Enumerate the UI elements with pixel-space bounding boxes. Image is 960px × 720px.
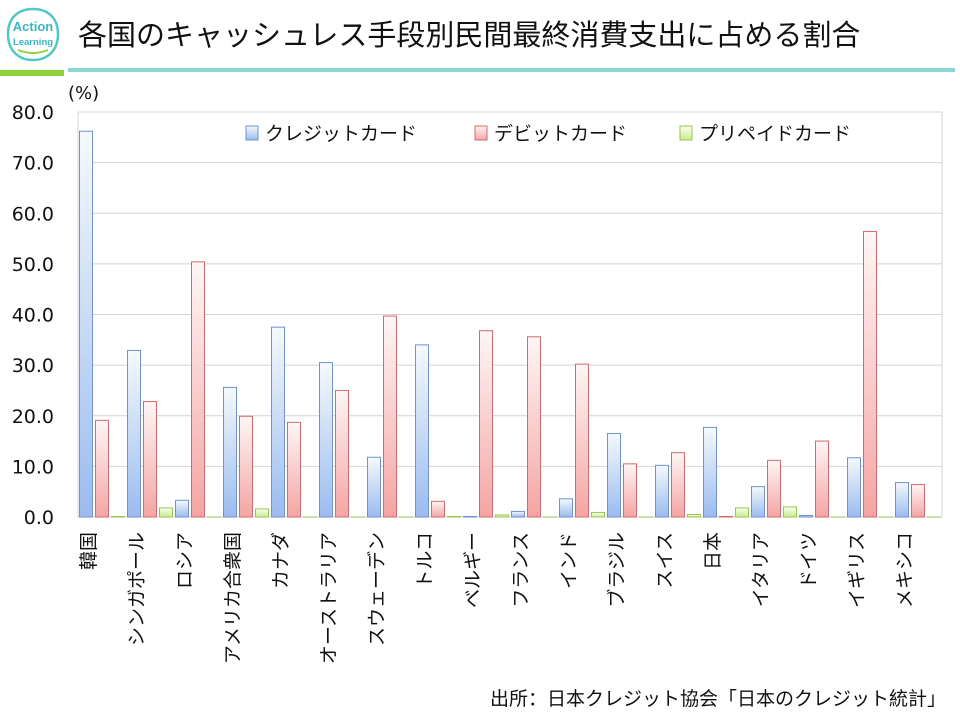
bar — [719, 515, 733, 518]
bar — [479, 330, 493, 518]
bar — [911, 484, 925, 518]
x-tick-label: ブラジル — [605, 532, 628, 608]
bar — [159, 507, 173, 518]
bar — [335, 389, 349, 518]
x-tick-label: フランス — [510, 532, 532, 608]
y-tick-label: 70.0 — [12, 153, 54, 175]
bar — [191, 261, 205, 518]
y-tick-label: 30.0 — [12, 355, 54, 377]
x-tick-label: 韓国 — [78, 532, 100, 570]
bar — [239, 415, 253, 518]
bar — [111, 515, 125, 518]
x-tick-label: スウェーデン — [366, 532, 388, 646]
legend-swatch — [474, 125, 488, 141]
bar — [575, 363, 589, 518]
bar — [623, 463, 637, 518]
bar — [223, 386, 237, 518]
y-tick-label: 0.0 — [24, 507, 54, 529]
bar — [671, 452, 685, 518]
y-axis-label: (%) — [68, 83, 99, 104]
bar — [703, 426, 717, 518]
bar — [271, 326, 285, 518]
x-tick-label: イギリス — [846, 532, 868, 608]
bar — [367, 456, 381, 518]
bar — [527, 336, 541, 518]
action-learning-logo: Action Learning — [6, 7, 60, 62]
accent-bar — [0, 70, 64, 76]
bar — [895, 482, 909, 518]
bar — [783, 506, 797, 518]
legend-label: デビットカード — [494, 123, 627, 145]
x-tick-label: シンガポール — [126, 532, 148, 646]
bar — [95, 419, 109, 518]
x-tick-label: オーストラリア — [318, 532, 340, 664]
bar — [79, 130, 93, 518]
x-tick-label: アメリカ合衆国 — [222, 532, 244, 664]
x-tick-label: ロシア — [174, 532, 196, 589]
bar — [559, 498, 573, 518]
bar — [495, 514, 509, 518]
y-tick-label: 40.0 — [12, 305, 54, 327]
bar — [175, 499, 189, 518]
x-tick-label: インド — [558, 532, 580, 589]
bar — [415, 344, 429, 518]
bar — [463, 515, 477, 518]
bar — [383, 315, 397, 518]
bar — [735, 507, 749, 518]
legend-swatch — [679, 125, 693, 141]
y-tick-label: 10.0 — [12, 456, 54, 478]
logo-text-action: Action — [13, 19, 54, 34]
bar — [655, 464, 669, 518]
bar — [687, 513, 701, 518]
legend-swatch — [245, 125, 259, 141]
bar — [431, 500, 445, 518]
bar — [255, 508, 269, 518]
bar — [799, 514, 813, 518]
legend-label: クレジットカード — [265, 123, 417, 145]
bar — [319, 362, 333, 518]
x-tick-label: 日本 — [702, 532, 724, 570]
x-tick-label: イタリア — [750, 532, 772, 607]
bar — [815, 440, 829, 518]
bar — [607, 432, 621, 518]
y-tick-label: 50.0 — [12, 254, 54, 276]
x-tick-label: メキシコ — [894, 532, 916, 608]
title-divider — [68, 68, 955, 72]
bar — [511, 510, 525, 518]
x-tick-label: ベルギー — [462, 532, 484, 608]
bar — [143, 401, 157, 518]
bar — [847, 457, 861, 518]
page-title: 各国のキャッシュレス手段別民間最終消費支出に占める割合 — [78, 18, 861, 52]
bar — [447, 515, 461, 518]
y-tick-label: 80.0 — [12, 102, 54, 124]
bar — [767, 459, 781, 518]
x-tick-label: トルコ — [414, 532, 436, 589]
bar — [591, 511, 605, 518]
x-tick-label: カナダ — [270, 532, 292, 589]
y-tick-label: 20.0 — [12, 406, 54, 428]
bar — [127, 349, 141, 518]
y-tick-label: 60.0 — [12, 203, 54, 225]
bar — [287, 421, 301, 518]
legend-label: プリペイドカード — [699, 123, 851, 145]
bar — [751, 486, 765, 518]
logo-text-learning: Learning — [13, 37, 53, 48]
x-tick-label: スイス — [654, 532, 676, 588]
x-tick-label: ドイツ — [798, 532, 820, 589]
bar — [863, 230, 877, 518]
source-note: 出所：日本クレジット協会「日本のクレジット統計」 — [489, 688, 946, 710]
